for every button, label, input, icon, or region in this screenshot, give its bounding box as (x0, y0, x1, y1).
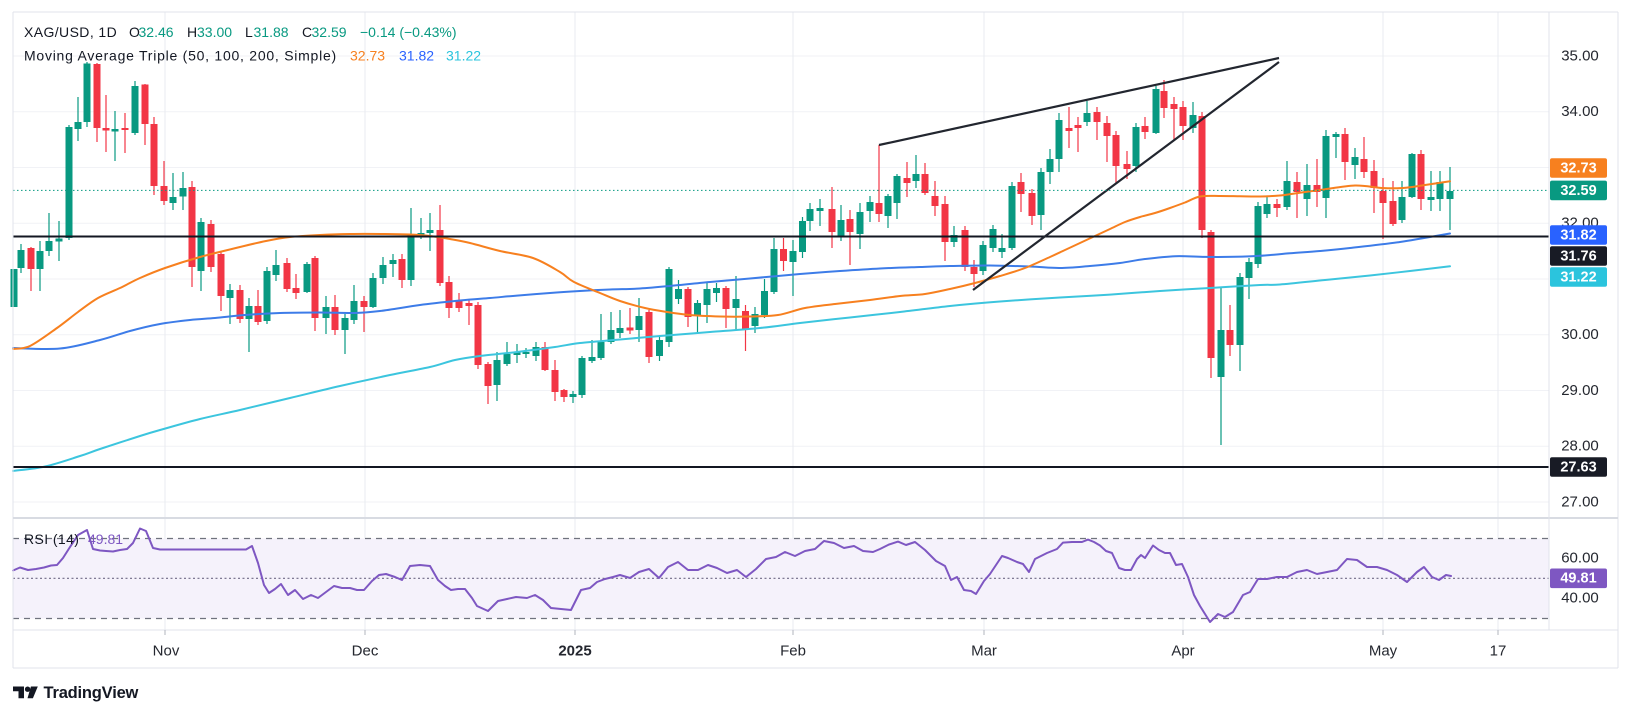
svg-text:Nov: Nov (153, 643, 180, 660)
svg-text:C: C (302, 24, 312, 40)
svg-text:60.00: 60.00 (1561, 549, 1599, 566)
svg-text:32.73: 32.73 (350, 48, 385, 64)
svg-text:32.59: 32.59 (312, 24, 347, 40)
svg-text:35.00: 35.00 (1561, 47, 1599, 64)
svg-text:L: L (245, 24, 253, 40)
svg-text:28.00: 28.00 (1561, 438, 1599, 455)
svg-text:O: O (129, 24, 140, 40)
svg-text:31.22: 31.22 (1560, 269, 1596, 285)
svg-text:−0.14 (−0.43%): −0.14 (−0.43%) (360, 24, 457, 40)
svg-text:H: H (187, 24, 197, 40)
svg-text:31.88: 31.88 (254, 24, 289, 40)
svg-text:RSI (14): RSI (14) (24, 531, 79, 547)
svg-text:40.00: 40.00 (1561, 589, 1599, 606)
svg-text:Mar: Mar (971, 643, 997, 660)
svg-text:31.82: 31.82 (399, 48, 434, 64)
svg-text:49.81: 49.81 (88, 531, 123, 547)
svg-text:32.46: 32.46 (139, 24, 174, 40)
svg-text:27.00: 27.00 (1561, 493, 1599, 510)
svg-text:29.00: 29.00 (1561, 382, 1599, 399)
svg-text:XAG/USD, 1D: XAG/USD, 1D (24, 24, 117, 40)
svg-text:Moving Average Triple (50, 100: Moving Average Triple (50, 100, 200, Sim… (24, 48, 337, 64)
svg-text:Apr: Apr (1171, 643, 1194, 660)
svg-text:31.76: 31.76 (1560, 248, 1596, 264)
svg-text:17: 17 (1490, 643, 1507, 660)
svg-text:May: May (1369, 643, 1398, 660)
svg-text:34.00: 34.00 (1561, 103, 1599, 120)
svg-text:Feb: Feb (780, 643, 806, 660)
svg-text:33.00: 33.00 (197, 24, 232, 40)
svg-text:32.73: 32.73 (1560, 160, 1596, 176)
svg-text:Dec: Dec (352, 643, 379, 660)
svg-text:TradingView: TradingView (44, 684, 139, 702)
svg-text:27.63: 27.63 (1560, 459, 1596, 475)
svg-text:49.81: 49.81 (1560, 571, 1596, 587)
svg-text:32.59: 32.59 (1560, 183, 1596, 199)
svg-text:2025: 2025 (558, 643, 591, 660)
svg-text:30.00: 30.00 (1561, 326, 1599, 343)
svg-text:31.82: 31.82 (1560, 227, 1596, 243)
svg-text:31.22: 31.22 (446, 48, 481, 64)
